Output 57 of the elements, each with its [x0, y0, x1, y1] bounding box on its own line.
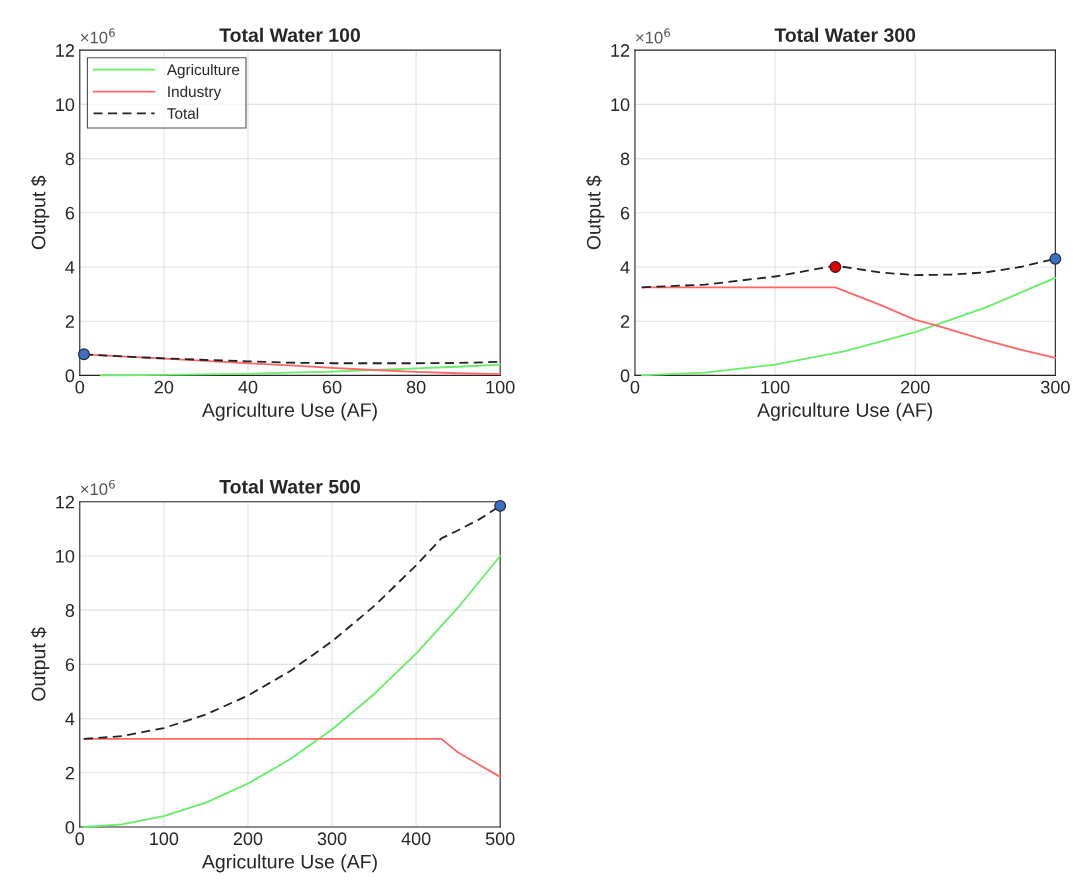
y-tick-label: 2: [65, 766, 75, 780]
y-tick-label: 2: [65, 315, 75, 328]
x-tick-label: 0: [630, 380, 640, 394]
legend-label: Industry: [168, 85, 222, 101]
y-tick-label: 6: [65, 658, 75, 672]
x-tick-label: 100: [150, 832, 179, 846]
y-tick-label: 12: [611, 44, 630, 57]
y-axis-title: Output $: [30, 627, 50, 701]
y-tick-label: 12: [56, 495, 75, 509]
legend-label: Agriculture: [166, 63, 240, 79]
x-tick-label: 500: [485, 832, 515, 846]
x-tick-label: 80: [406, 380, 426, 394]
y-tick-label: 0: [620, 369, 630, 383]
x-tick-label: 100: [486, 380, 515, 394]
x-tick-label: 60: [322, 380, 342, 394]
y-tick-label: 8: [65, 152, 75, 166]
y-tick-label: 4: [65, 261, 75, 274]
y-tick-label: 2: [620, 315, 630, 328]
x-axis-title: Agriculture Use (AF): [757, 402, 933, 421]
y-tick-label: 4: [65, 712, 75, 726]
y-tick-label: 0: [65, 369, 75, 383]
y-tick-label: 8: [620, 152, 630, 166]
y-tick-label: 12: [56, 44, 75, 57]
chart-title: Total Water 100: [219, 27, 360, 43]
x-tick-label: 200: [901, 380, 930, 394]
line-series: [99, 363, 502, 377]
x-tick-label: 300: [317, 832, 347, 846]
y-tick-label: 0: [65, 820, 75, 834]
y-tick-label: 6: [65, 206, 75, 220]
y-tick-label: 8: [65, 604, 75, 617]
x-tick-label: 100: [761, 380, 790, 394]
legend-label: Total: [167, 107, 199, 119]
x-tick-label: 300: [1040, 380, 1070, 394]
y-tick-label: 10: [56, 98, 75, 112]
chart-title: Total Water 300: [774, 27, 916, 43]
x-axis-title: Agriculture Use (AF): [201, 854, 377, 873]
x-tick-label: 20: [154, 380, 174, 394]
text: ×10$^{6}$: [636, 28, 671, 44]
x-axis-title: Agriculture Use (AF): [201, 402, 377, 421]
x-tick-label: 200: [233, 832, 263, 846]
line-series: [641, 276, 1057, 377]
text: ×10$^{6}$: [80, 28, 115, 44]
y-axis-title: Output $: [30, 175, 50, 250]
y-tick-label: 10: [611, 98, 630, 112]
y-tick-label: 6: [620, 206, 630, 220]
line-series: [641, 286, 1057, 359]
x-tick-label: 0: [75, 380, 85, 394]
text: ×10$^{6}$: [80, 479, 115, 496]
y-axis-title: Output $: [586, 175, 605, 250]
y-tick-label: 10: [56, 549, 75, 563]
x-tick-label: 0: [75, 832, 85, 846]
line-series: [83, 555, 502, 828]
x-tick-label: 40: [238, 380, 258, 394]
x-tick-label: 400: [401, 832, 431, 846]
chart-title: Total Water 500: [219, 479, 360, 494]
y-tick-label: 4: [620, 261, 630, 274]
line-series: [83, 738, 502, 778]
